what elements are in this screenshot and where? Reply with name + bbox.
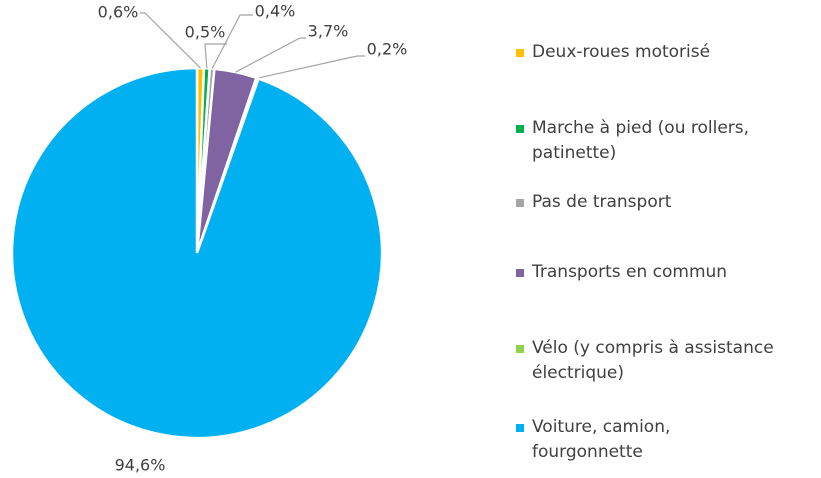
legend-swatch <box>516 199 524 207</box>
leader-line <box>235 37 306 73</box>
legend-label: Pas de transport <box>532 192 672 212</box>
legend-item: Marche à pied (ou rollers, patinette) <box>516 116 781 166</box>
data-label: 0,5% <box>185 23 226 42</box>
legend-label: Transports en commun <box>532 262 728 282</box>
legend-swatch <box>516 125 524 133</box>
data-label: 0,6% <box>98 3 139 22</box>
pie-slice <box>10 66 384 440</box>
legend-item: Voiture, camion, fourgonnette <box>516 415 716 465</box>
legend-item: Vélo (y compris à assistance électrique) <box>516 336 806 386</box>
legend-swatch <box>516 269 524 277</box>
data-label: 0,2% <box>367 40 408 59</box>
legend-label: Vélo (y compris à assistance électrique) <box>532 338 774 383</box>
legend-swatch <box>516 49 524 57</box>
legend-item: Deux-roues motorisé <box>516 40 806 65</box>
data-label: 3,7% <box>308 22 349 41</box>
legend-label: Deux-roues motorisé <box>532 42 711 62</box>
legend-item: Transports en commun <box>516 260 806 285</box>
legend-label: Voiture, camion, fourgonnette <box>532 417 671 462</box>
legend-swatch <box>516 345 524 353</box>
legend-swatch <box>516 424 524 432</box>
leader-line <box>204 43 227 69</box>
leader-line <box>140 12 201 69</box>
leader-line <box>257 55 365 79</box>
leader-line <box>211 14 253 69</box>
legend-item: Pas de transport <box>516 190 806 215</box>
legend-label: Marche à pied (ou rollers, patinette) <box>532 118 750 163</box>
data-label: 94,6% <box>115 456 166 475</box>
data-label: 0,4% <box>255 2 296 21</box>
